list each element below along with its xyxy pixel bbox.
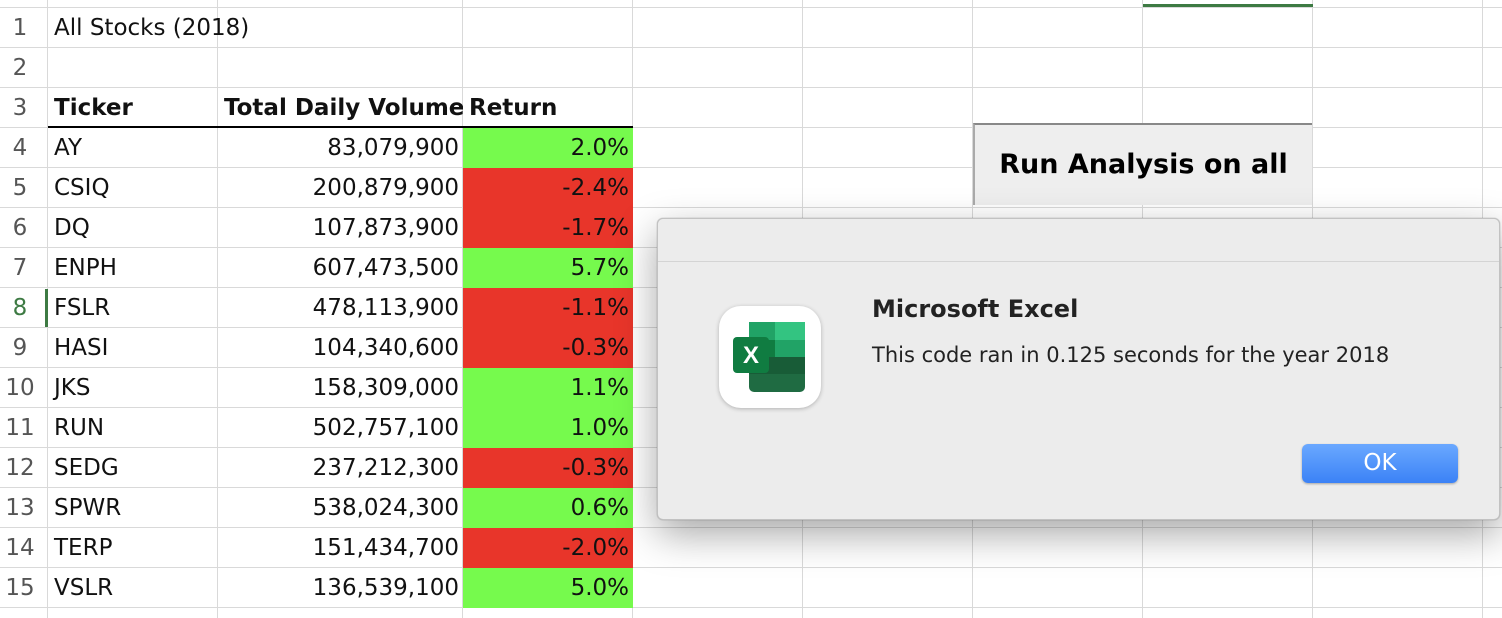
volume-cell[interactable]: 83,079,900 — [327, 135, 459, 161]
volume-cell[interactable]: 607,473,500 — [312, 255, 459, 281]
row-header[interactable]: 11 — [5, 415, 35, 441]
ticker-cell[interactable]: ENPH — [54, 255, 117, 281]
row-header[interactable]: 6 — [12, 215, 28, 241]
volume-cell[interactable]: 136,539,100 — [312, 575, 459, 601]
header-return[interactable]: Return — [469, 95, 558, 121]
ticker-cell[interactable]: VSLR — [54, 575, 114, 601]
row-header[interactable]: 15 — [5, 575, 35, 601]
ticker-cell[interactable]: HASI — [54, 335, 109, 361]
ticker-cell[interactable]: AY — [54, 135, 82, 161]
gridline-horizontal — [0, 207, 1502, 208]
ticker-cell[interactable]: RUN — [54, 415, 105, 441]
return-cell[interactable]: 1.1% — [463, 368, 633, 408]
return-cell[interactable]: 1.0% — [463, 408, 633, 448]
header-bottom-border — [48, 126, 633, 128]
return-cell[interactable]: 5.0% — [463, 568, 633, 608]
ticker-cell[interactable]: FSLR — [54, 295, 111, 321]
row-header[interactable]: 5 — [12, 175, 28, 201]
return-cell[interactable]: 5.7% — [463, 248, 633, 288]
sheet-title-cell[interactable]: All Stocks (2018) — [54, 15, 250, 41]
row-header[interactable]: 12 — [5, 455, 35, 481]
gridline-vertical — [462, 0, 463, 618]
row-header[interactable]: 8 — [12, 295, 28, 321]
gridline-horizontal — [0, 567, 1502, 568]
row-header[interactable]: 3 — [12, 95, 28, 121]
row-header[interactable]: 9 — [12, 335, 28, 361]
selected-row-indicator — [45, 289, 48, 327]
gridline-horizontal — [0, 167, 1502, 168]
return-cell[interactable]: -0.3% — [463, 328, 633, 368]
return-cell[interactable]: -1.1% — [463, 288, 633, 328]
row-header[interactable]: 1 — [12, 15, 28, 41]
gridline-vertical — [217, 0, 218, 618]
run-analysis-button[interactable]: Run Analysis on all — [973, 123, 1312, 205]
volume-cell[interactable]: 104,340,600 — [312, 335, 459, 361]
row-header[interactable]: 4 — [12, 135, 28, 161]
volume-cell[interactable]: 151,434,700 — [312, 535, 459, 561]
gridline-horizontal — [0, 607, 1502, 608]
row-header[interactable]: 13 — [5, 495, 35, 521]
volume-cell[interactable]: 538,024,300 — [312, 495, 459, 521]
return-cell[interactable]: 2.0% — [463, 128, 633, 168]
dialog-message: This code ran in 0.125 seconds for the y… — [872, 343, 1390, 367]
volume-cell[interactable]: 502,757,100 — [312, 415, 459, 441]
ok-button[interactable]: OK — [1302, 444, 1458, 483]
gridline-horizontal — [0, 7, 1502, 8]
header-total-daily-volume[interactable]: Total Daily Volume — [224, 95, 463, 121]
gridline-horizontal — [0, 87, 1502, 88]
volume-cell[interactable]: 107,873,900 — [312, 215, 459, 241]
gridline-horizontal — [0, 127, 1502, 128]
row-header[interactable]: 10 — [5, 375, 35, 401]
gridline-horizontal — [0, 527, 1502, 528]
return-cell[interactable]: -0.3% — [463, 448, 633, 488]
return-cell[interactable]: -2.0% — [463, 528, 633, 568]
return-cell[interactable]: -2.4% — [463, 168, 633, 208]
svg-text:X: X — [743, 342, 759, 369]
ticker-cell[interactable]: SEDG — [54, 455, 119, 481]
ticker-cell[interactable]: DQ — [54, 215, 90, 241]
ticker-cell[interactable]: CSIQ — [54, 175, 110, 201]
header-ticker[interactable]: Ticker — [54, 95, 133, 121]
row-header[interactable]: 14 — [5, 535, 35, 561]
excel-app-icon: X — [719, 306, 821, 408]
ticker-cell[interactable]: SPWR — [54, 495, 122, 521]
row-header[interactable]: 7 — [12, 255, 28, 281]
dialog-title: Microsoft Excel — [872, 295, 1079, 323]
volume-cell[interactable]: 237,212,300 — [312, 455, 459, 481]
alert-dialog: X Microsoft Excel This code ran in 0.125… — [657, 218, 1500, 520]
ticker-cell[interactable]: JKS — [54, 375, 91, 401]
ticker-cell[interactable]: TERP — [54, 535, 113, 561]
active-column-indicator — [1143, 4, 1313, 7]
row-header[interactable]: 2 — [12, 55, 28, 81]
dialog-titlebar[interactable] — [658, 219, 1499, 262]
gridline-horizontal — [0, 47, 1502, 48]
return-cell[interactable]: 0.6% — [463, 488, 633, 528]
volume-cell[interactable]: 200,879,900 — [312, 175, 459, 201]
return-cell[interactable]: -1.7% — [463, 208, 633, 248]
volume-cell[interactable]: 478,113,900 — [312, 295, 459, 321]
volume-cell[interactable]: 158,309,000 — [312, 375, 459, 401]
